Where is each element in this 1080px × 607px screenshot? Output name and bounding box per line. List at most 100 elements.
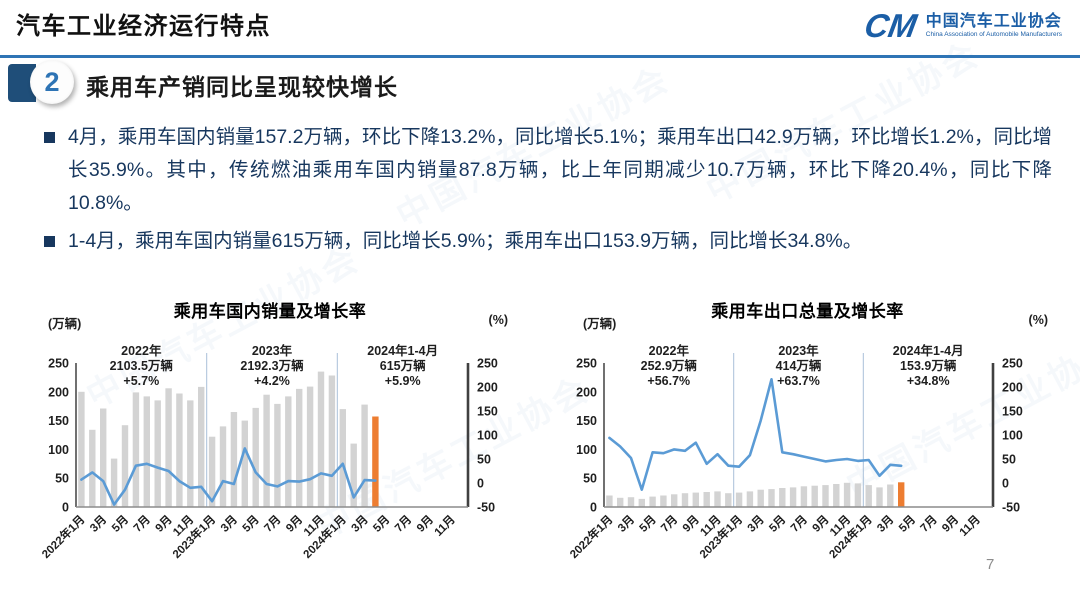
bar: [649, 496, 656, 507]
svg-text:100: 100: [576, 443, 597, 457]
svg-text:100: 100: [477, 429, 498, 443]
bar: [100, 408, 107, 507]
bar: [110, 458, 118, 507]
bar: [187, 400, 194, 507]
bar: [833, 484, 840, 507]
bar: [681, 493, 689, 507]
bar: [779, 488, 786, 507]
svg-text:7月: 7月: [262, 513, 284, 535]
svg-text:2022年: 2022年: [649, 343, 690, 358]
svg-text:3月: 3月: [745, 513, 767, 535]
bar: [627, 497, 635, 507]
svg-text:100: 100: [1002, 429, 1023, 443]
page-title: 汽车工业经济运行特点: [16, 13, 271, 40]
svg-text:2192.3万辆: 2192.3万辆: [240, 358, 304, 373]
chart-title: 乘用车国内销量及增长率: [173, 302, 367, 321]
svg-text:7月: 7月: [392, 513, 414, 535]
svg-text:2024年1-4月: 2024年1-4月: [893, 343, 964, 358]
svg-text:3月: 3月: [218, 513, 240, 535]
bar: [671, 494, 678, 507]
bar: [230, 412, 238, 507]
svg-text:200: 200: [477, 381, 498, 395]
axes: [603, 363, 995, 508]
svg-text:615万辆: 615万辆: [380, 358, 426, 373]
bar: [78, 391, 85, 507]
svg-text:5月: 5月: [896, 513, 918, 535]
bullet-item: 1-4月，乘用车国内销量615万辆，同比增长5.9%；乘用车出口153.9万辆，…: [44, 225, 1052, 258]
svg-text:7月: 7月: [131, 513, 153, 535]
svg-text:-50: -50: [477, 501, 495, 515]
bar: [660, 495, 667, 507]
bar: [703, 492, 710, 507]
bar: [350, 443, 357, 507]
growth-rate-line: [80, 447, 377, 506]
header-divider: [0, 55, 1080, 58]
bar: [617, 497, 624, 507]
left-axis-unit: (万辆): [583, 317, 617, 331]
svg-text:0: 0: [62, 501, 69, 515]
svg-text:200: 200: [48, 385, 69, 399]
svg-text:250: 250: [1002, 357, 1023, 371]
bar: [252, 407, 259, 507]
bar: [339, 409, 346, 507]
bar: [154, 400, 161, 507]
svg-text:3月: 3月: [349, 513, 371, 535]
svg-text:50: 50: [55, 472, 69, 486]
svg-text:+34.8%: +34.8%: [907, 374, 950, 388]
bar: [606, 495, 613, 507]
svg-text:2023年: 2023年: [778, 343, 819, 358]
bar: [89, 429, 96, 507]
svg-text:+56.7%: +56.7%: [647, 374, 690, 388]
svg-text:0: 0: [590, 501, 597, 515]
bar: [274, 403, 281, 507]
axis-tick-labels: 250 200 150 100 50 0 250 200 150 100 50 0 -50: [48, 357, 498, 515]
bar: [121, 425, 129, 507]
svg-text:150: 150: [576, 414, 597, 428]
svg-text:7月: 7月: [658, 513, 680, 535]
growth-rate-line: [608, 378, 903, 491]
bar: [735, 492, 743, 507]
svg-text:2022年1月: 2022年1月: [567, 512, 616, 561]
chart-plot: 250 200 150 100 50 0 250 200 150 100 50 0 -50 2022年1月…: [39, 343, 498, 561]
bar: [714, 491, 721, 507]
left-axis-unit: (万辆): [48, 317, 82, 331]
svg-text:153.9万辆: 153.9万辆: [900, 358, 957, 373]
svg-text:150: 150: [477, 405, 498, 419]
bar: [165, 388, 172, 507]
svg-text:2023年: 2023年: [252, 343, 293, 358]
bar: [746, 491, 754, 507]
svg-text:5月: 5月: [109, 513, 131, 535]
bar: [198, 386, 205, 507]
bar: [328, 375, 336, 507]
svg-text:3月: 3月: [875, 513, 897, 535]
bar: [876, 487, 883, 507]
axis-tick-labels: 250 200 150 100 50 0 250 200 150 100 50 0 -50: [576, 357, 1023, 515]
bar: [887, 484, 894, 507]
svg-text:2024年1-4月: 2024年1-4月: [367, 343, 438, 358]
svg-text:+5.9%: +5.9%: [385, 374, 421, 388]
year-divider-lines: [733, 353, 864, 507]
sales-bars: [606, 482, 905, 507]
bar: [132, 392, 140, 507]
bar: [306, 386, 314, 507]
bar: [219, 426, 227, 507]
svg-text:-50: -50: [1002, 501, 1020, 515]
caam-logo-name-cn: 中国汽车工业协会: [925, 12, 1062, 30]
caam-logo: CM 中国汽车工业协会 China Association of Automob…: [862, 7, 1062, 44]
bullet-list: 4月，乘用车国内销量157.2万辆，环比下降13.2%，同比增长5.1%；乘用车…: [44, 121, 1052, 263]
svg-text:+5.7%: +5.7%: [123, 374, 159, 388]
bar: [143, 396, 150, 507]
section-number-badge: 2: [30, 60, 74, 104]
svg-text:100: 100: [48, 443, 69, 457]
bar: [176, 393, 183, 507]
highlight-bar: [372, 416, 379, 507]
bullet-item: 4月，乘用车国内销量157.2万辆，环比下降13.2%，同比增长5.1%；乘用车…: [44, 121, 1052, 220]
svg-text:5月: 5月: [637, 513, 659, 535]
page-number: 7: [986, 556, 995, 573]
bar: [811, 485, 818, 507]
caam-logo-mark-icon: CM: [862, 7, 921, 44]
chart-title: 乘用车出口总量及增长率: [711, 302, 904, 321]
